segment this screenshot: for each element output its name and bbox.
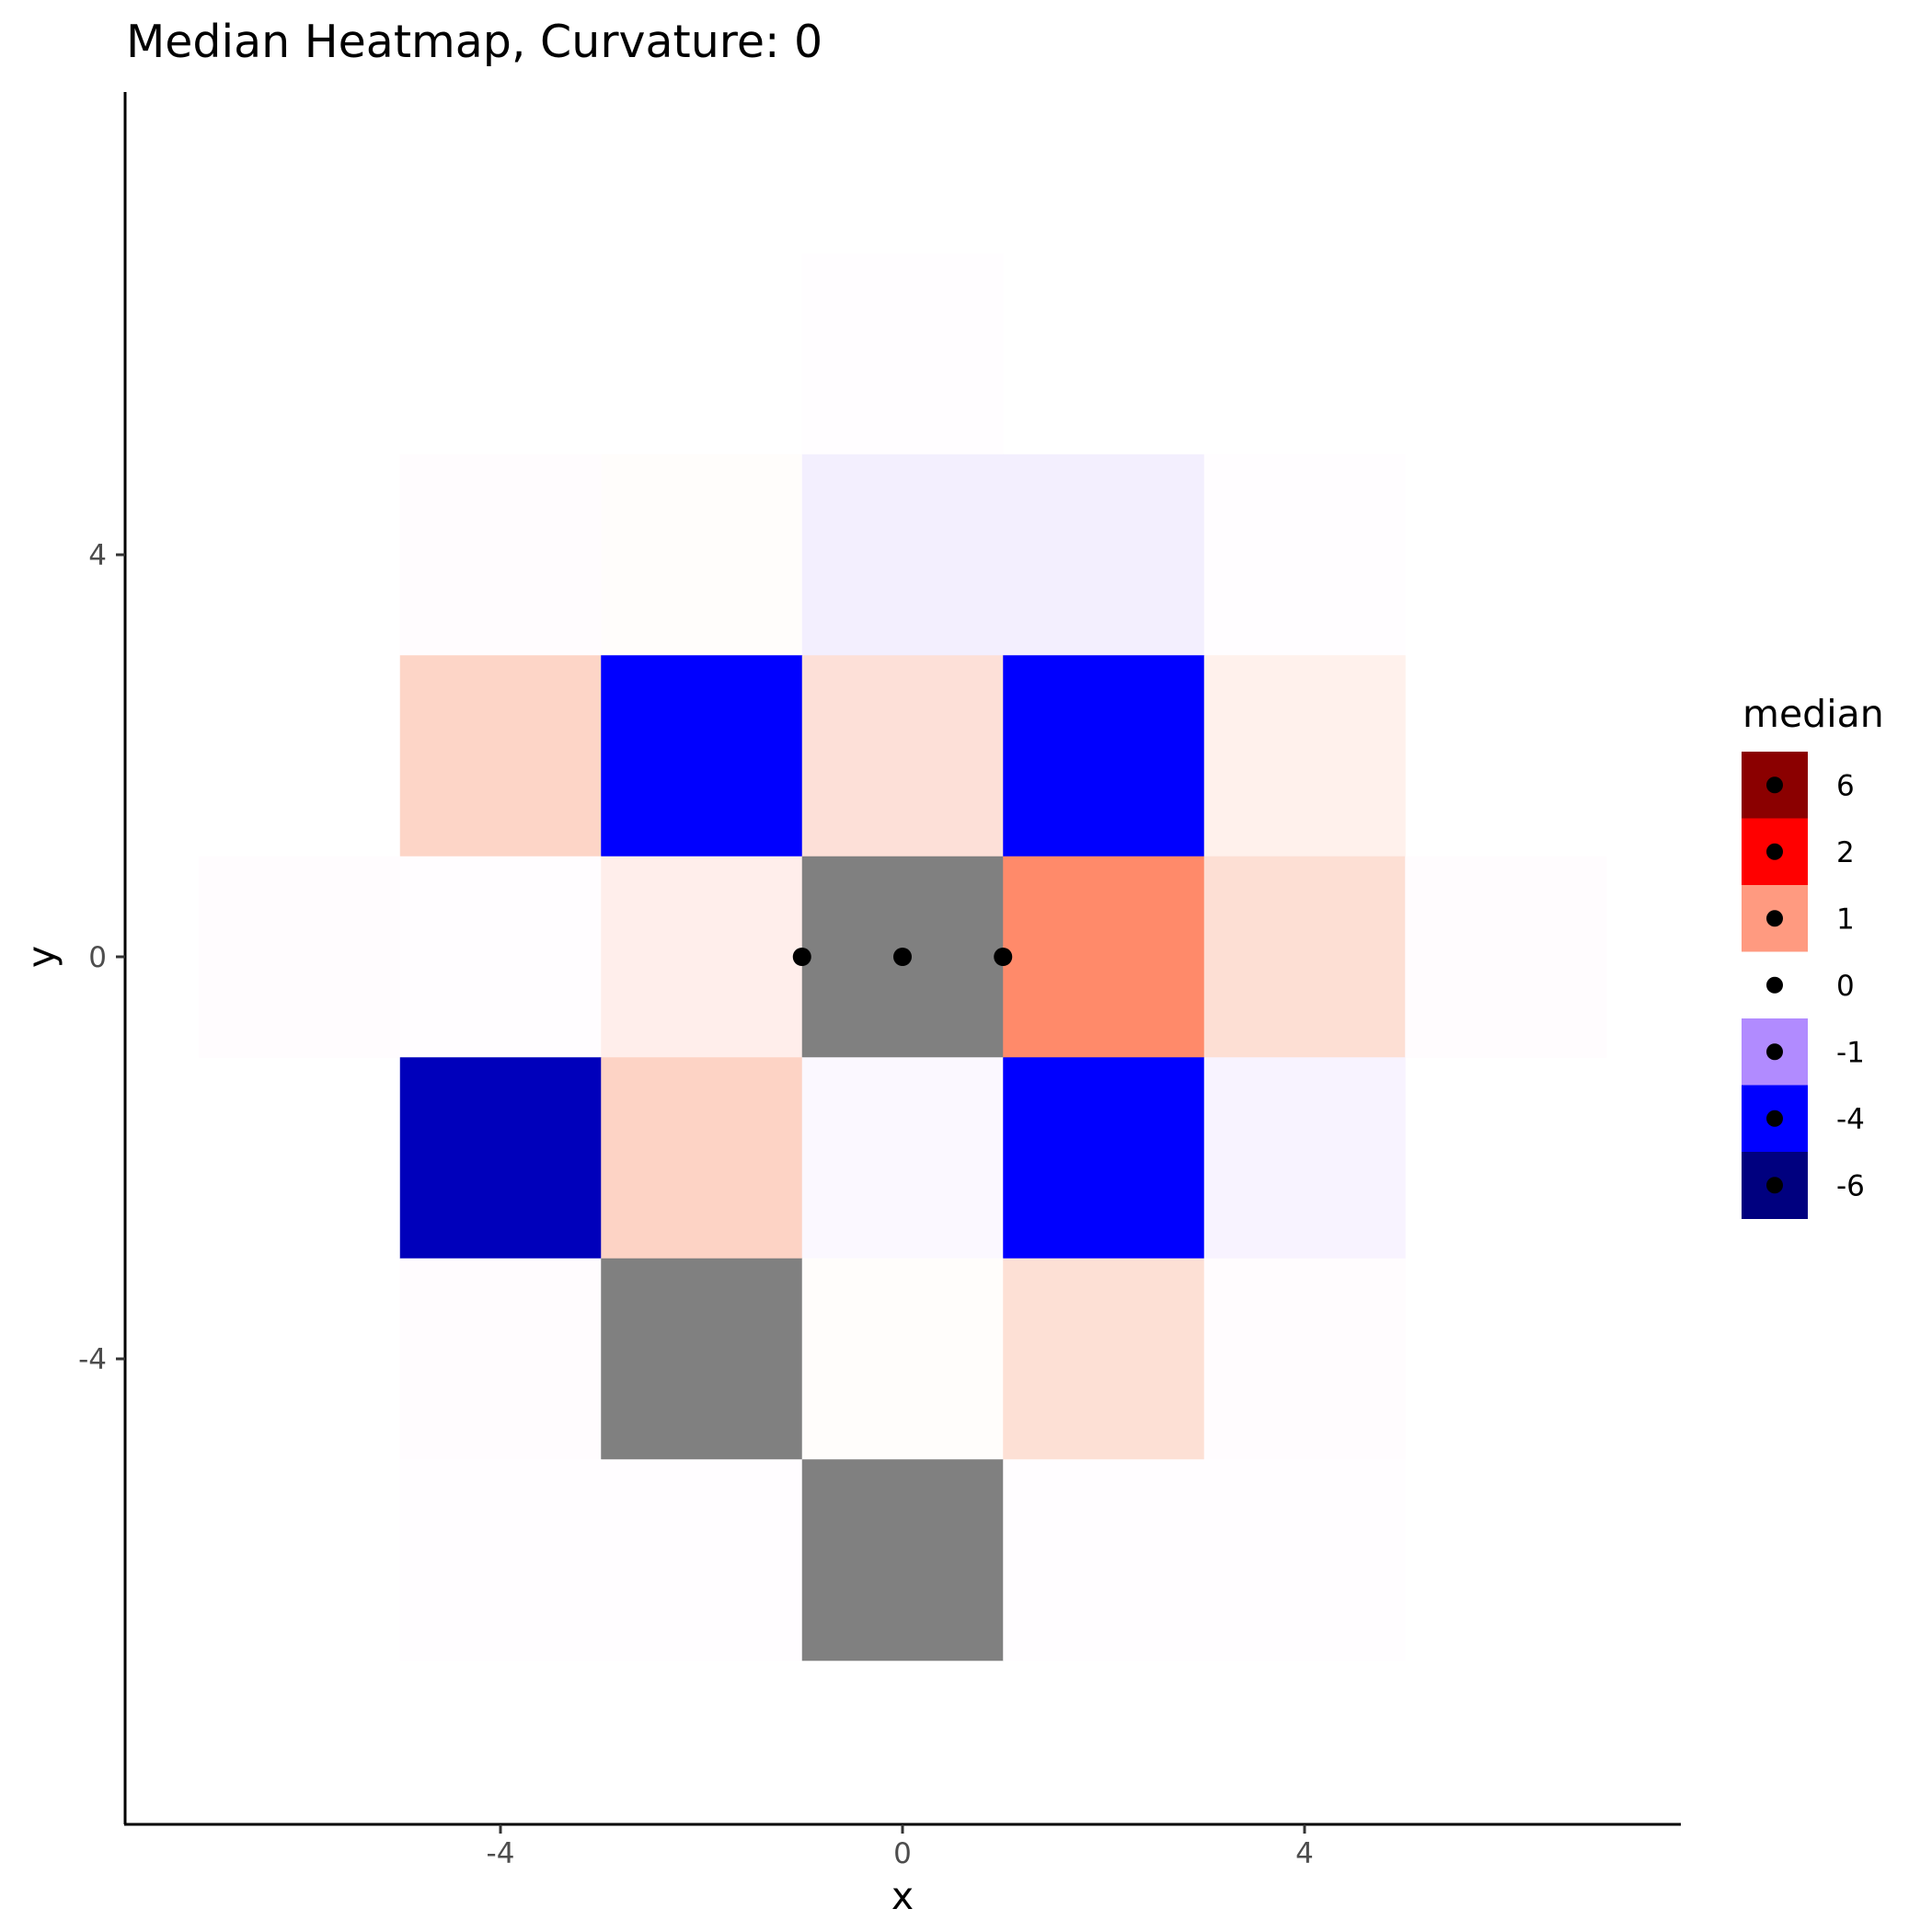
heatmap-tile bbox=[1003, 1057, 1205, 1259]
heatmap-tile bbox=[1203, 1459, 1406, 1662]
x-tick-label: 0 bbox=[893, 1837, 912, 1870]
heatmap-tile bbox=[801, 1258, 1004, 1460]
y-tick-label: -4 bbox=[78, 1343, 107, 1376]
data-points bbox=[792, 948, 1013, 966]
heatmap-tile bbox=[601, 1258, 803, 1460]
legend-key-point bbox=[1766, 910, 1783, 927]
y-tick-label: 0 bbox=[88, 941, 107, 974]
heatmap-tile bbox=[1003, 454, 1205, 656]
heatmap-tile bbox=[601, 454, 803, 656]
heatmap-tile bbox=[399, 1459, 602, 1662]
heatmap-tile bbox=[1203, 454, 1406, 656]
heatmap-tile bbox=[601, 655, 803, 857]
heatmap-tile bbox=[1003, 1459, 1205, 1662]
heatmap-tile bbox=[1203, 1258, 1406, 1460]
legend: median 6 2 1 0 -1 -4 -6 bbox=[1742, 692, 1884, 1219]
x-tick-label: -4 bbox=[487, 1837, 515, 1870]
y-tick-label: 4 bbox=[88, 539, 107, 572]
legend-key-point bbox=[1766, 1110, 1783, 1127]
data-point bbox=[792, 948, 811, 966]
heatmap-tile bbox=[399, 655, 602, 857]
heatmap-tile bbox=[801, 1459, 1004, 1662]
legend-key-point bbox=[1766, 1043, 1783, 1061]
heatmap-tile bbox=[801, 454, 1004, 656]
heatmap-tile bbox=[601, 856, 803, 1058]
y-axis-title: y bbox=[19, 946, 63, 968]
data-point bbox=[994, 948, 1013, 966]
heatmap-tile bbox=[399, 1258, 602, 1460]
heatmap-tile bbox=[1405, 856, 1607, 1058]
heatmap-tile bbox=[1203, 655, 1406, 857]
heatmap-tile bbox=[1003, 856, 1205, 1058]
legend-key-point bbox=[1766, 1177, 1783, 1194]
heatmap-tiles bbox=[199, 253, 1607, 1662]
legend-label: -1 bbox=[1836, 1036, 1865, 1069]
heatmap-tile bbox=[1203, 1057, 1406, 1259]
legend-label: -6 bbox=[1836, 1169, 1865, 1202]
x-axis-ticks: -4 0 4 bbox=[487, 1824, 1314, 1870]
legend-key-point bbox=[1766, 843, 1783, 860]
heatmap-tile bbox=[1203, 856, 1406, 1058]
heatmap-tile bbox=[399, 1057, 602, 1259]
data-point bbox=[893, 948, 912, 966]
heatmap-tile bbox=[601, 1057, 803, 1259]
legend-label: 2 bbox=[1836, 836, 1855, 869]
heatmap-tile bbox=[199, 856, 401, 1058]
heatmap-tile bbox=[601, 1459, 803, 1662]
x-tick-label: 4 bbox=[1295, 1837, 1314, 1870]
chart-title: Median Heatmap, Curvature: 0 bbox=[126, 16, 822, 68]
heatmap-tile bbox=[399, 454, 602, 656]
legend-key-point bbox=[1766, 976, 1783, 994]
legend-title: median bbox=[1742, 692, 1884, 736]
legend-key-point bbox=[1766, 776, 1783, 794]
x-axis-title: x bbox=[891, 1874, 914, 1918]
heatmap-tile bbox=[1003, 655, 1205, 857]
legend-label: 1 bbox=[1836, 903, 1855, 936]
heatmap-tile bbox=[399, 856, 602, 1058]
heatmap-tile bbox=[1003, 1258, 1205, 1460]
y-axis-ticks: -4 0 4 bbox=[78, 539, 125, 1376]
heatmap-tile bbox=[801, 1057, 1004, 1259]
heatmap-tile bbox=[801, 655, 1004, 857]
heatmap-tile bbox=[801, 253, 1004, 455]
legend-label: 6 bbox=[1836, 769, 1855, 802]
legend-label: 0 bbox=[1836, 970, 1855, 1003]
legend-label: -4 bbox=[1836, 1103, 1865, 1136]
